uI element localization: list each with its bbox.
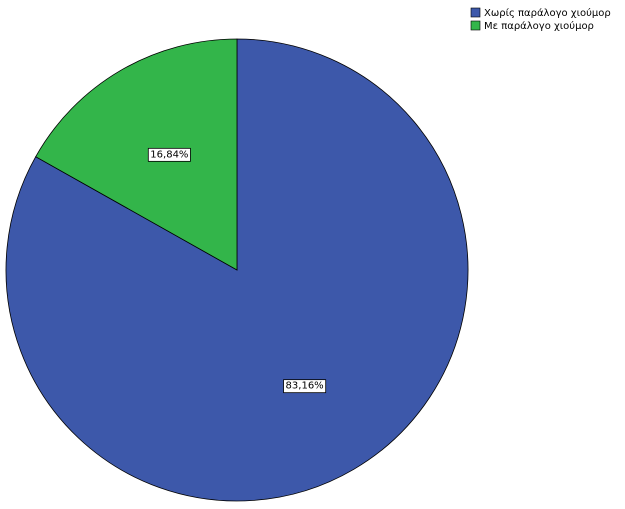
legend-label: Χωρίς παράλογο χιούμορ xyxy=(484,7,611,19)
legend-swatch xyxy=(470,20,481,31)
value-label: 16,84% xyxy=(150,149,188,160)
legend-label: Με παράλογο χιούμορ xyxy=(484,20,594,32)
label-box xyxy=(283,379,327,394)
pie-slice xyxy=(35,38,238,271)
legend-swatch xyxy=(470,7,481,18)
value-label: 83,16% xyxy=(286,381,324,392)
label-box xyxy=(147,147,191,162)
